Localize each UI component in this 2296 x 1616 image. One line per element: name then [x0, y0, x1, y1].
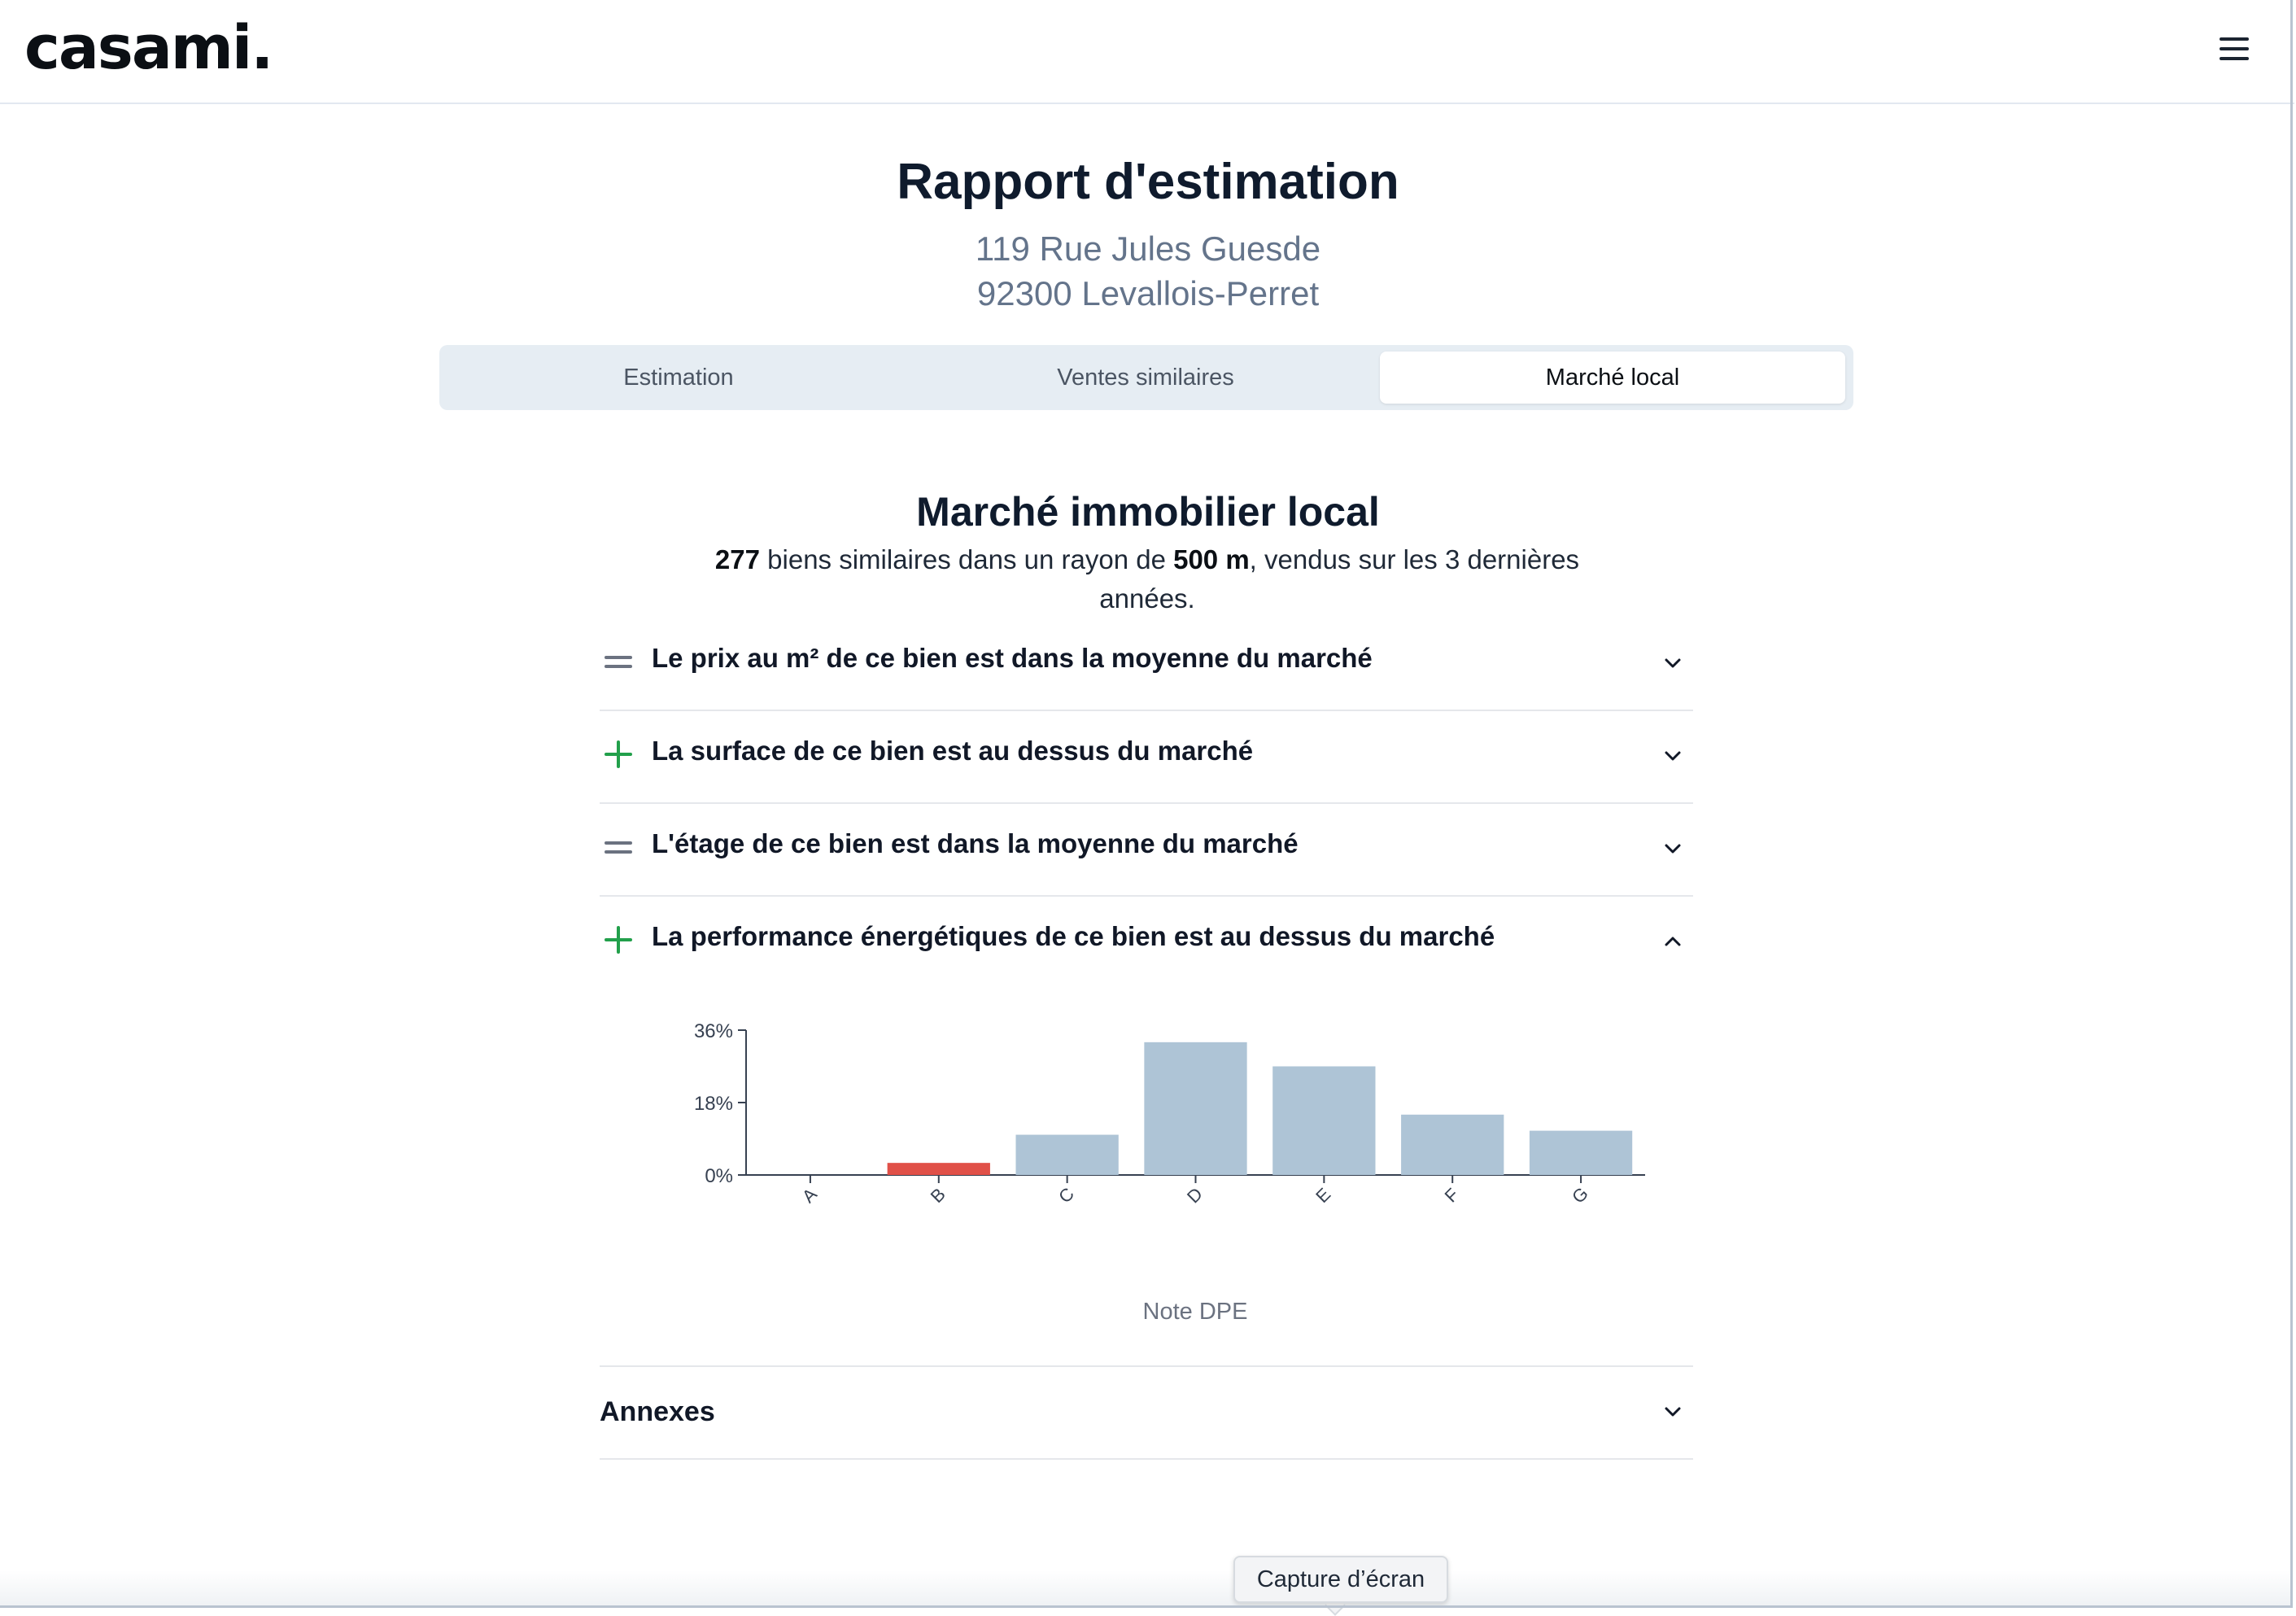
chevron-up-icon — [1665, 937, 1681, 946]
tab-ventes-similaires[interactable]: Ventes similaires — [1057, 365, 1234, 391]
divider — [600, 1365, 1693, 1367]
report-tabs: Estimation Ventes similaires Marché loca… — [439, 345, 1853, 410]
dpe-chart: 0% 18% 36% A B C D E F G — [600, 993, 1693, 1318]
accordion-label: La surface de ce bien est au dessus du m… — [652, 736, 1254, 766]
chevron-down-icon — [1665, 751, 1681, 761]
subtitle-text-2: , vendus sur les 3 dernières années. — [1099, 544, 1580, 614]
tab-marche-local[interactable]: Marché local — [1380, 352, 1845, 404]
dpe-bar-chart: 0% 18% 36% A B C D E F G — [694, 1020, 1645, 1208]
search-radius: 500 m — [1173, 544, 1250, 574]
x-tick-label: C — [1054, 1183, 1078, 1207]
section-subtitle: 277 biens similaires dans un rayon de 50… — [675, 540, 1619, 618]
equal-icon — [605, 833, 632, 861]
bar-D[interactable] — [1144, 1042, 1247, 1175]
y-tick-label: 18% — [694, 1093, 733, 1115]
casami-logo[interactable]: casami. — [24, 13, 273, 83]
accordion-surface[interactable]: La surface de ce bien est au dessus du m… — [600, 711, 1693, 804]
chevron-down-icon — [1665, 1407, 1681, 1417]
address-line-1: 119 Rue Jules Guesde — [975, 229, 1321, 268]
page-title: Rapport d'estimation — [897, 154, 1399, 210]
bar-G[interactable] — [1529, 1130, 1633, 1175]
chevron-down-icon — [1665, 658, 1681, 668]
plus-icon — [605, 926, 632, 954]
bar-C[interactable] — [1015, 1134, 1119, 1175]
screenshot-tooltip: Capture d’écran — [1233, 1556, 1448, 1603]
address-line-2: 92300 Levallois-Perret — [976, 274, 1320, 312]
annexes-label: Annexes — [600, 1396, 715, 1427]
accordion-annexes[interactable]: Annexes — [600, 1367, 1693, 1460]
top-bar: casami. — [0, 0, 2294, 104]
bar-B[interactable] — [887, 1163, 990, 1175]
x-tick-label: D — [1183, 1183, 1207, 1207]
equal-icon — [605, 648, 632, 675]
bar-E[interactable] — [1272, 1066, 1376, 1176]
chart-x-axis-title: Note DPE — [1142, 1299, 1248, 1325]
accordion-energy-performance[interactable]: La performance énergétiques de ce bien e… — [600, 897, 1693, 988]
bar-F[interactable] — [1401, 1114, 1504, 1175]
section-title: Marché immobilier local — [916, 489, 1380, 535]
accordion-label: Le prix au m² de ce bien est dans la moy… — [652, 643, 1373, 673]
accordion-floor[interactable]: L'étage de ce bien est dans la moyenne d… — [600, 804, 1693, 897]
x-tick-label: G — [1568, 1183, 1592, 1208]
similar-count: 277 — [714, 544, 760, 574]
accordion-price-per-m2[interactable]: Le prix au m² de ce bien est dans la moy… — [600, 618, 1693, 711]
x-tick-label: B — [927, 1184, 949, 1207]
plus-icon — [605, 740, 632, 768]
hamburger-menu-icon[interactable] — [2218, 34, 2254, 62]
accordion-label: L'étage de ce bien est dans la moyenne d… — [652, 828, 1299, 858]
x-tick-label: E — [1312, 1184, 1334, 1207]
chevron-down-icon — [1665, 844, 1681, 854]
x-tick-label: F — [1441, 1184, 1463, 1206]
subtitle-text-1: biens similaires dans un rayon de — [759, 544, 1174, 574]
accordion-label: La performance énergétiques de ce bien e… — [652, 921, 1495, 951]
y-tick-label: 36% — [694, 1020, 733, 1042]
window-bottom-strip — [0, 1570, 2293, 1608]
x-tick-label: A — [798, 1184, 821, 1207]
y-tick-label: 0% — [705, 1165, 733, 1187]
tab-estimation[interactable]: Estimation — [623, 365, 734, 391]
